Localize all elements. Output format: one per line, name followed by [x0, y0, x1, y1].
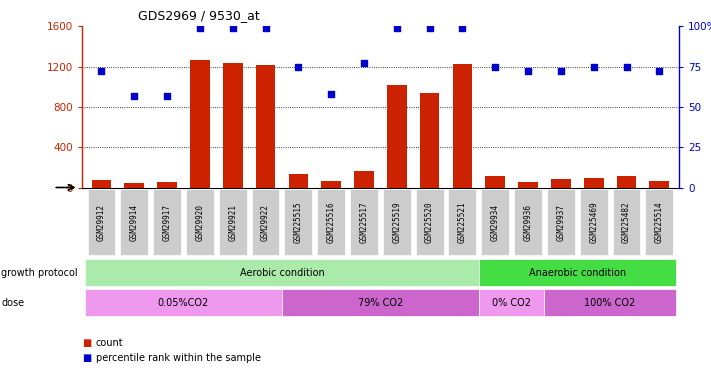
- Text: Aerobic condition: Aerobic condition: [240, 268, 324, 278]
- Point: [358, 60, 370, 66]
- FancyBboxPatch shape: [153, 189, 181, 255]
- Text: ■: ■: [82, 338, 91, 348]
- Text: GSM225515: GSM225515: [294, 201, 303, 243]
- FancyBboxPatch shape: [545, 290, 675, 316]
- FancyBboxPatch shape: [383, 189, 411, 255]
- Text: GSM225482: GSM225482: [622, 201, 631, 243]
- FancyBboxPatch shape: [579, 189, 608, 255]
- Text: GSM225469: GSM225469: [589, 201, 598, 243]
- Point: [96, 68, 107, 74]
- FancyBboxPatch shape: [514, 189, 542, 255]
- FancyBboxPatch shape: [317, 189, 345, 255]
- Text: GSM29936: GSM29936: [523, 204, 533, 241]
- Point: [490, 63, 501, 70]
- Point: [161, 93, 173, 99]
- Text: GSM29934: GSM29934: [491, 204, 500, 241]
- Bar: [616, 176, 636, 188]
- Text: GSM225516: GSM225516: [326, 201, 336, 243]
- Text: GDS2969 / 9530_at: GDS2969 / 9530_at: [138, 9, 260, 22]
- Bar: [289, 174, 308, 188]
- Point: [326, 91, 337, 97]
- FancyBboxPatch shape: [646, 189, 673, 255]
- FancyBboxPatch shape: [85, 260, 479, 286]
- Bar: [321, 181, 341, 188]
- FancyBboxPatch shape: [479, 260, 675, 286]
- Text: GSM225519: GSM225519: [392, 201, 401, 243]
- FancyBboxPatch shape: [282, 290, 479, 316]
- Text: GSM225521: GSM225521: [458, 201, 467, 243]
- FancyBboxPatch shape: [479, 290, 545, 316]
- Text: GSM29921: GSM29921: [228, 204, 237, 241]
- FancyBboxPatch shape: [87, 189, 115, 255]
- FancyBboxPatch shape: [416, 189, 444, 255]
- Point: [391, 25, 402, 31]
- Text: GSM29914: GSM29914: [130, 204, 139, 241]
- Point: [523, 68, 534, 74]
- Bar: [256, 64, 275, 188]
- FancyBboxPatch shape: [85, 290, 282, 316]
- FancyBboxPatch shape: [613, 189, 641, 255]
- Point: [621, 63, 632, 70]
- Bar: [354, 171, 374, 188]
- Point: [653, 68, 665, 74]
- Text: ■: ■: [82, 353, 91, 363]
- Bar: [419, 93, 439, 188]
- FancyBboxPatch shape: [284, 189, 312, 255]
- Point: [456, 25, 468, 31]
- FancyBboxPatch shape: [350, 189, 378, 255]
- Bar: [92, 180, 112, 188]
- FancyBboxPatch shape: [481, 189, 509, 255]
- Text: GSM29922: GSM29922: [261, 204, 270, 241]
- Bar: [453, 63, 472, 188]
- FancyBboxPatch shape: [252, 189, 279, 255]
- Point: [129, 93, 140, 99]
- Text: GSM29937: GSM29937: [557, 204, 565, 241]
- Text: percentile rank within the sample: percentile rank within the sample: [96, 353, 261, 363]
- Point: [588, 63, 599, 70]
- Text: GSM29917: GSM29917: [163, 204, 171, 241]
- FancyBboxPatch shape: [186, 189, 214, 255]
- Bar: [649, 181, 669, 188]
- Bar: [124, 183, 144, 188]
- FancyBboxPatch shape: [120, 189, 148, 255]
- Bar: [551, 180, 571, 188]
- Text: count: count: [96, 338, 124, 348]
- Point: [293, 63, 304, 70]
- Text: GSM225514: GSM225514: [655, 201, 664, 243]
- FancyBboxPatch shape: [219, 189, 247, 255]
- Text: GSM225517: GSM225517: [360, 201, 368, 243]
- Text: 0% CO2: 0% CO2: [492, 298, 531, 308]
- Text: GSM29920: GSM29920: [196, 204, 204, 241]
- Point: [194, 25, 205, 31]
- Bar: [223, 63, 242, 188]
- Bar: [190, 60, 210, 188]
- Text: GSM225520: GSM225520: [425, 201, 434, 243]
- Bar: [518, 182, 538, 188]
- Bar: [157, 182, 177, 188]
- Text: 100% CO2: 100% CO2: [584, 298, 636, 308]
- Text: growth protocol: growth protocol: [1, 268, 78, 278]
- Text: 79% CO2: 79% CO2: [358, 298, 403, 308]
- Point: [260, 25, 271, 31]
- Text: Anaerobic condition: Anaerobic condition: [529, 268, 626, 278]
- Bar: [584, 178, 604, 188]
- Point: [424, 25, 435, 31]
- Text: 0.05%CO2: 0.05%CO2: [158, 298, 209, 308]
- Point: [227, 25, 238, 31]
- Bar: [387, 85, 407, 188]
- Text: dose: dose: [1, 298, 25, 308]
- FancyBboxPatch shape: [449, 189, 476, 255]
- Point: [555, 68, 567, 74]
- Bar: [486, 176, 505, 188]
- FancyBboxPatch shape: [547, 189, 574, 255]
- Text: GSM29912: GSM29912: [97, 204, 106, 241]
